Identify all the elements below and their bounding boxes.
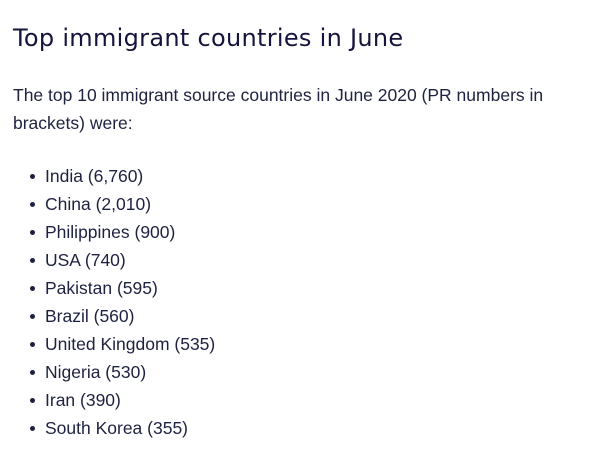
intro-paragraph: The top 10 immigrant source countries in… xyxy=(13,85,544,133)
list-item: South Korea (355) xyxy=(30,414,215,442)
list-item-text: China (2,010) xyxy=(45,194,152,214)
bullet-icon xyxy=(30,313,35,319)
list-item: Iran (390) xyxy=(30,386,215,414)
list-item-text: South Korea (355) xyxy=(45,418,189,438)
list-item-text: United Kingdom (535) xyxy=(45,334,216,354)
bullet-icon xyxy=(30,425,35,431)
list-item-text: Brazil (560) xyxy=(45,306,135,326)
list-item: Philippines (900) xyxy=(30,218,215,246)
list-item-text: India (6,760) xyxy=(45,166,144,186)
section-heading: Top immigrant countries in June xyxy=(13,24,404,52)
list-item: USA (740) xyxy=(30,246,215,274)
list-item-text: Nigeria (530) xyxy=(45,362,147,382)
list-item-text: Iran (390) xyxy=(45,390,121,410)
list-item-text: Philippines (900) xyxy=(45,222,176,242)
bullet-icon xyxy=(30,201,35,207)
bullet-icon xyxy=(30,369,35,375)
list-item-text: USA (740) xyxy=(45,250,126,270)
list-item: United Kingdom (535) xyxy=(30,330,215,358)
list-item: Brazil (560) xyxy=(30,302,215,330)
list-item: China (2,010) xyxy=(30,190,215,218)
bullet-icon xyxy=(30,397,35,403)
list-item: Pakistan (595) xyxy=(30,274,215,302)
bullet-icon xyxy=(30,173,35,179)
bullet-icon xyxy=(30,285,35,291)
bullet-icon xyxy=(30,257,35,263)
list-item-text: Pakistan (595) xyxy=(45,278,158,298)
list-item: Nigeria (530) xyxy=(30,358,215,386)
country-list: India (6,760) China (2,010) Philippines … xyxy=(30,162,215,442)
bullet-icon xyxy=(30,341,35,347)
list-item: India (6,760) xyxy=(30,162,215,190)
bullet-icon xyxy=(30,229,35,235)
